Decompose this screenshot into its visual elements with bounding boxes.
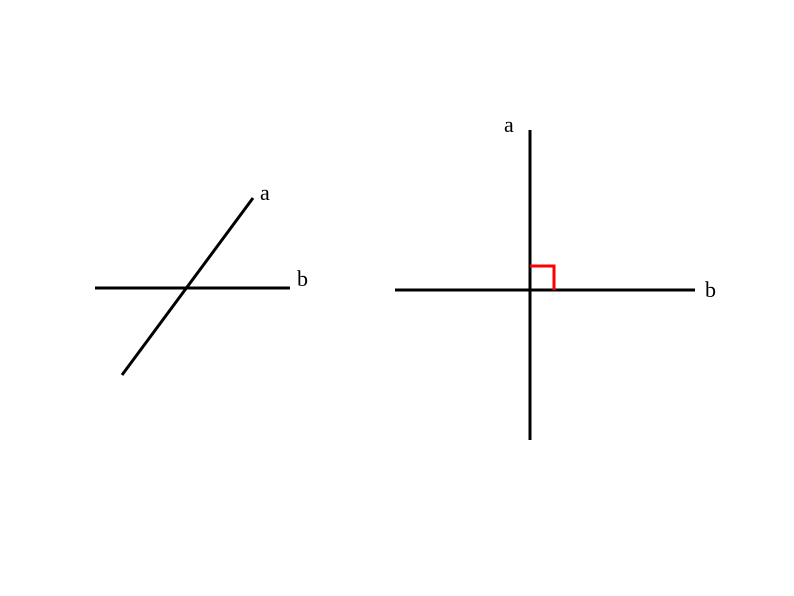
left-label-a: a [260, 180, 270, 205]
right-label-b: b [705, 277, 716, 302]
geometry-diagram: a b a b [0, 0, 794, 596]
left-label-b: b [297, 266, 308, 291]
right-perpendicular-lines: a b [395, 112, 716, 440]
right-angle-marker-icon [530, 266, 554, 290]
right-label-a: a [504, 112, 514, 137]
left-intersecting-lines: a b [95, 180, 308, 375]
